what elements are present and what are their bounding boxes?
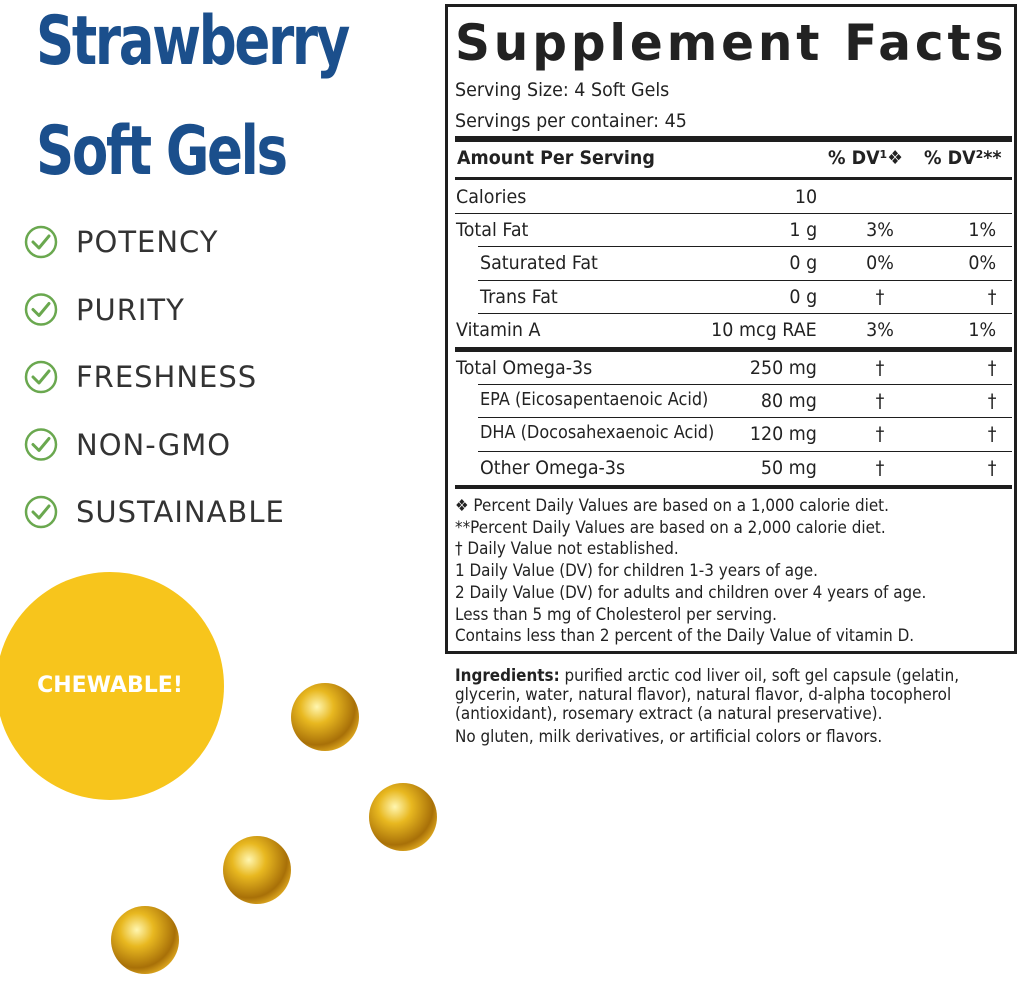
footnote: Contains less than 2 percent of the Dail… [455, 626, 915, 646]
serving-size: Serving Size: 4 Soft Gels [455, 79, 670, 101]
footnote: ❖ Percent Daily Values are based on a 1,… [455, 496, 889, 515]
feature: SUSTAINABLE [76, 495, 285, 529]
dv1: 3% [866, 219, 894, 242]
check-icon [24, 225, 58, 259]
nutrient-name: Other Omega-3s [480, 456, 626, 479]
nutrient-amount: 250 mg [749, 357, 817, 379]
nutrient-amount: 0 g [789, 252, 817, 275]
nutrient-name: DHA (Docosahexaenoic Acid) [480, 423, 715, 444]
rule [455, 177, 1012, 180]
nutrient-name: Total Fat [456, 219, 529, 242]
dv1: † [875, 423, 885, 446]
row-rule [478, 312, 1012, 314]
dv2: 1% [968, 219, 996, 242]
dv1: † [875, 285, 885, 308]
soft-gel [291, 683, 359, 751]
footnote: **Percent Daily Values are based on a 2,… [455, 517, 886, 537]
ingredients-label: Ingredients: [455, 666, 560, 685]
dv2: † [987, 285, 996, 308]
dv2: 1% [968, 318, 996, 341]
row-rule [478, 246, 1012, 248]
dv1: † [875, 456, 885, 479]
servings: Servings per container: 45 [455, 110, 687, 132]
ingredients-text: purified arctic cod liver oil, soft gel … [455, 666, 960, 723]
nutrient-amount: 0 g [789, 285, 817, 308]
product-title: Strawberry [36, 2, 350, 81]
section-rule [455, 347, 1012, 352]
nutrient-name: Vitamin A [456, 318, 541, 341]
nutrient-name: Trans Fat [480, 285, 558, 308]
nutrient-amount: 10 mcg RAE [711, 318, 817, 341]
soft-gel [223, 836, 291, 904]
nutrient-name: EPA (Eicosapentaenoic Acid) [480, 390, 709, 411]
dv2: † [987, 456, 996, 479]
rule [455, 136, 1012, 142]
footnote: † Daily Value not established. [455, 539, 679, 559]
dv1: † [875, 390, 885, 413]
dv1: 0% [866, 252, 894, 275]
product-title: Soft Gels [36, 112, 288, 191]
nutrient-amount: 10 [794, 186, 817, 208]
check-icon [24, 293, 58, 326]
nutrient-amount: 120 mg [749, 423, 817, 446]
nutrient-name: Calories [456, 186, 527, 208]
header-amount: Amount Per Serving [457, 147, 655, 169]
row-rule [478, 417, 1012, 419]
dv2: † [987, 357, 996, 379]
row-rule [478, 279, 1012, 281]
feature: PURITY [76, 292, 185, 327]
ingredients: Ingredients: purified arctic cod liver o… [455, 666, 1016, 746]
footnote: 2 Daily Value (DV) for adults and childr… [455, 582, 927, 602]
footnote: Less than 5 mg of Cholesterol per servin… [455, 604, 777, 624]
nutrient-amount: 80 mg [761, 390, 817, 413]
badge-circle [0, 572, 224, 800]
facts-title: Supplement Facts [455, 14, 1008, 72]
nutrient-name: Saturated Fat [480, 252, 598, 275]
soft-gel [369, 783, 437, 851]
row-rule [478, 384, 1012, 386]
header-dv2: % DV²** [924, 147, 1002, 169]
facts-panel [445, 4, 1017, 654]
nutrient-amount: 1 g [789, 219, 817, 242]
row-rule [478, 450, 1012, 452]
header-dv1: % DV¹❖ [828, 147, 903, 169]
dv2: 0% [968, 252, 996, 275]
section-rule [455, 484, 1012, 489]
dv2: † [987, 423, 996, 446]
dv1: 3% [866, 318, 894, 341]
badge-text: CHEWABLE! [37, 673, 183, 698]
ingredients-note: No gluten, milk derivatives, or artifici… [455, 727, 883, 746]
dv2: † [987, 390, 996, 413]
footnote: 1 Daily Value (DV) for children 1-3 year… [455, 561, 818, 581]
check-icon [24, 495, 58, 529]
row-rule [455, 213, 1012, 215]
nutrient-name: Total Omega-3s [456, 357, 593, 379]
check-icons [24, 225, 58, 529]
check-icon [24, 360, 58, 394]
check-icon [24, 428, 58, 461]
feature: NON-GMO [76, 427, 232, 462]
feature: POTENCY [76, 225, 219, 259]
soft-gel [111, 906, 179, 974]
feature: FRESHNESS [76, 360, 258, 394]
dv1: † [875, 357, 885, 379]
nutrient-amount: 50 mg [761, 456, 817, 479]
